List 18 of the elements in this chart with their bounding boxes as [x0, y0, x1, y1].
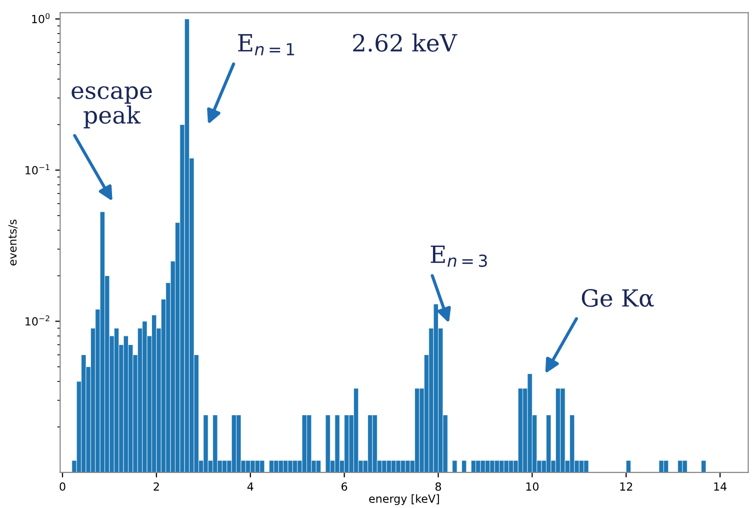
- x-tick-label: 8: [435, 482, 442, 491]
- x-tick-label: 14: [714, 482, 727, 491]
- y-tick-label: 10$^{−2}$: [26, 315, 50, 326]
- x-tick-label: 2: [154, 482, 159, 491]
- y-tick-label: 10$^{0}$: [32, 13, 50, 24]
- annotation: 2.62 keV: [353, 33, 458, 52]
- annotation: Ge Kα: [582, 289, 654, 307]
- y-tick-label: 10$^{−1}$: [26, 164, 50, 174]
- x-axis-title: energy [keV]: [369, 494, 439, 506]
- annotation: escape peak: [72, 86, 152, 128]
- x-tick-label: 4: [247, 482, 254, 491]
- x-tick-label: 6: [342, 482, 348, 491]
- x-tick-label: 0: [60, 482, 66, 491]
- x-tick-label: 12: [620, 482, 632, 491]
- y-axis-title: events/s: [8, 220, 18, 266]
- annotation: E$_{n=1}$: [238, 34, 294, 56]
- x-tick-label: 10: [526, 482, 539, 491]
- annotation: E$_{n=3}$: [430, 246, 487, 267]
